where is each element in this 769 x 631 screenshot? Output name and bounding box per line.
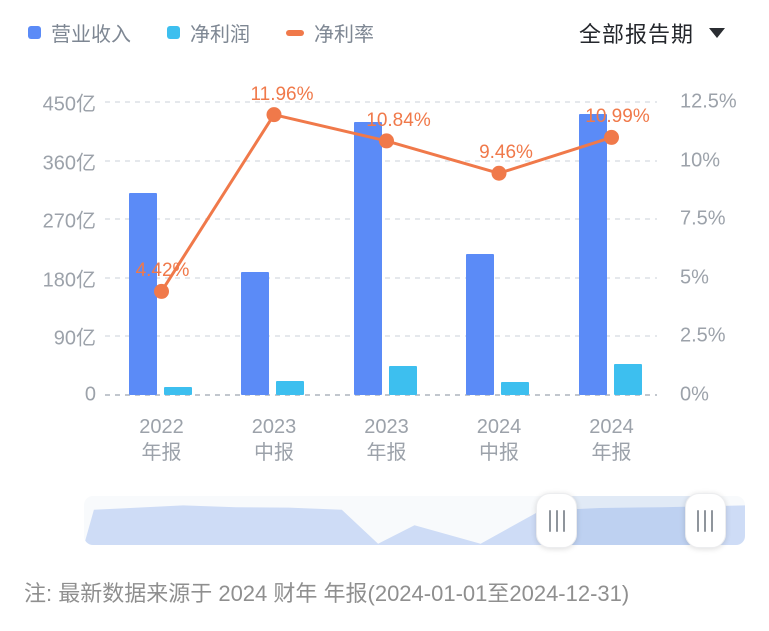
grip-lines-icon (548, 509, 551, 532)
y-axis-left: 450亿 360亿 270亿 180亿 90亿 0 (28, 94, 96, 406)
net-profit-bar[interactable] (501, 381, 529, 395)
net-margin-point[interactable] (379, 133, 394, 149)
plot-area: 4.42% 11.96% 10.84% 9.46% 10.99% (105, 84, 657, 396)
y-axis-left-tick: 0 (84, 383, 96, 406)
net-margin-point[interactable] (266, 107, 282, 123)
revenue-bar[interactable] (466, 254, 494, 395)
y-axis-right-tick: 12.5% (680, 90, 737, 113)
net-profit-bar[interactable] (388, 366, 417, 395)
legend-label: 营业收入 (51, 24, 131, 46)
y-axis-right-tick: 2.5% (680, 324, 726, 347)
legend-label: 净利润 (190, 24, 250, 46)
net-margin-line-layer (154, 107, 619, 299)
x-axis-label: 2022 年报 (139, 416, 184, 464)
legend-item-2[interactable]: 净利率 (286, 18, 374, 47)
legend-label: 净利率 (314, 24, 374, 46)
datazoom-handle-right[interactable] (684, 493, 726, 548)
net-margin-point[interactable] (604, 129, 619, 145)
revenue-bar[interactable] (128, 192, 157, 395)
revenue-bar[interactable] (241, 271, 269, 395)
datazoom-area-chart (84, 505, 745, 545)
chevron-down-icon (709, 28, 725, 38)
datazoom-handle-left[interactable] (536, 493, 578, 548)
net-profit-bar[interactable] (163, 386, 192, 395)
net-margin-label: 10.99% (585, 106, 650, 128)
y-axis-left-tick: 180亿 (42, 269, 96, 292)
y-axis-right-tick: 0% (680, 383, 709, 406)
bar-legend-marker (28, 26, 41, 39)
y-axis-left-tick: 450亿 (42, 93, 96, 116)
net-margin-label: 11.96% (250, 83, 314, 105)
datazoom-track[interactable] (84, 496, 745, 545)
legend-item-1[interactable]: 净利润 (167, 18, 250, 47)
legend: 营业收入 净利润 净利率 (28, 18, 374, 47)
y-axis-left-tick: 270亿 (42, 210, 96, 233)
net-profit-bar[interactable] (276, 380, 304, 395)
gridline (105, 101, 657, 103)
net-margin-label: 10.84% (366, 109, 431, 131)
y-axis-left-tick: 90亿 (53, 327, 96, 350)
y-axis-right-tick: 10% (680, 149, 721, 172)
x-axis-label: 2023 年报 (364, 416, 409, 464)
net-margin-label: 9.46% (479, 142, 533, 164)
x-axis-label: 2024 中报 (476, 416, 522, 464)
y-axis-right-tick: 7.5% (680, 207, 726, 230)
footnote: 注: 最新数据来源于 2024 财年 年报(2024-01-01至2024-12… (24, 581, 630, 606)
x-axis-label: 2023 中报 (251, 416, 297, 464)
net-margin-point[interactable] (491, 165, 507, 181)
net-margin-label: 4.42% (135, 260, 190, 282)
x-axis: 2022 年报 2023 中报 2023 年报 2024 中报 2024 年报 (105, 414, 657, 469)
y-axis-left-tick: 360亿 (42, 152, 96, 175)
revenue-bar[interactable] (578, 114, 607, 395)
datazoom-window[interactable] (556, 496, 706, 545)
net-profit-bar[interactable] (613, 364, 642, 395)
bar-legend-marker (167, 26, 180, 39)
period-selector-label: 全部报告期 (578, 22, 694, 47)
zero-gridline (105, 394, 657, 396)
datazoom-slider (84, 493, 745, 548)
revenue-bar[interactable] (353, 122, 382, 395)
grip-lines-icon (697, 509, 700, 532)
net-margin-point[interactable] (154, 283, 169, 299)
legend-item-0[interactable]: 营业收入 (28, 18, 131, 47)
x-axis-label: 2024 年报 (589, 416, 634, 464)
datazoom-area-shape (84, 505, 745, 545)
y-axis-right: 12.5% 10% 7.5% 5% 2.5% 0% (680, 91, 750, 406)
period-selector[interactable]: 全部报告期 (579, 13, 725, 53)
y-axis-right-tick: 5% (680, 266, 709, 289)
line-legend-marker (286, 29, 304, 36)
